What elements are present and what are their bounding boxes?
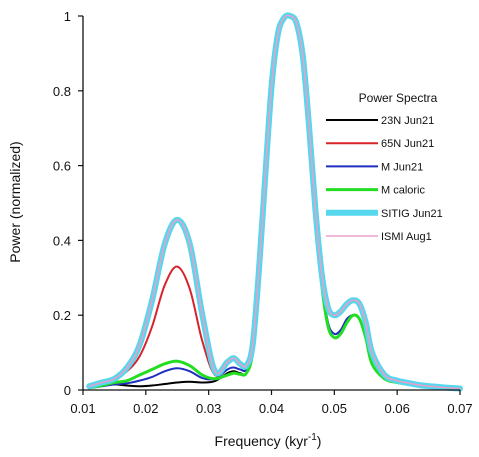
- x-tick-layer: 0.01 0.02 0.03 0.04 0.05 0.06 0.07: [70, 390, 473, 416]
- y-tick-layer: 0 0.2 0.4 0.6 0.8 1: [53, 9, 83, 398]
- y-tick-label: 0.8: [53, 84, 71, 99]
- x-tick-label: 0.05: [322, 401, 347, 416]
- legend-entry-label: SITIG Jun21: [381, 208, 443, 220]
- series-line-ismi-aug1: [88, 14, 461, 390]
- x-tick-label: 0.01: [70, 401, 95, 416]
- x-tick-label: 0.03: [196, 401, 221, 416]
- legend: Power Spectra 23N Jun21 65N Jun21 M Jun21 M…: [326, 91, 443, 243]
- y-tick-label: 0: [64, 383, 71, 398]
- x-tick-label: 0.07: [447, 401, 472, 416]
- x-tick-label: 0.06: [385, 401, 410, 416]
- legend-entry-label: 65N Jun21: [381, 138, 434, 150]
- x-axis-label: Frequency (kyr-1): [215, 432, 322, 449]
- legend-entry-label: 23N Jun21: [381, 115, 434, 127]
- legend-entry-label: ISMI Aug1: [381, 231, 432, 243]
- y-tick-label: 1: [64, 9, 71, 24]
- legend-entry-label: M Jun21: [381, 161, 423, 173]
- y-tick-label: 0.2: [53, 308, 71, 323]
- series-layer: [86, 12, 463, 392]
- x-tick-label: 0.02: [133, 401, 158, 416]
- y-tick-label: 0.4: [53, 233, 71, 248]
- y-axis-label: Power (normalized): [7, 141, 23, 262]
- y-tick-label: 0.6: [53, 159, 71, 174]
- legend-entry-label: M caloric: [381, 185, 426, 197]
- x-tick-label: 0.04: [259, 401, 284, 416]
- legend-title: Power Spectra: [359, 91, 438, 105]
- series-line-sitig-jun21: [86, 12, 463, 392]
